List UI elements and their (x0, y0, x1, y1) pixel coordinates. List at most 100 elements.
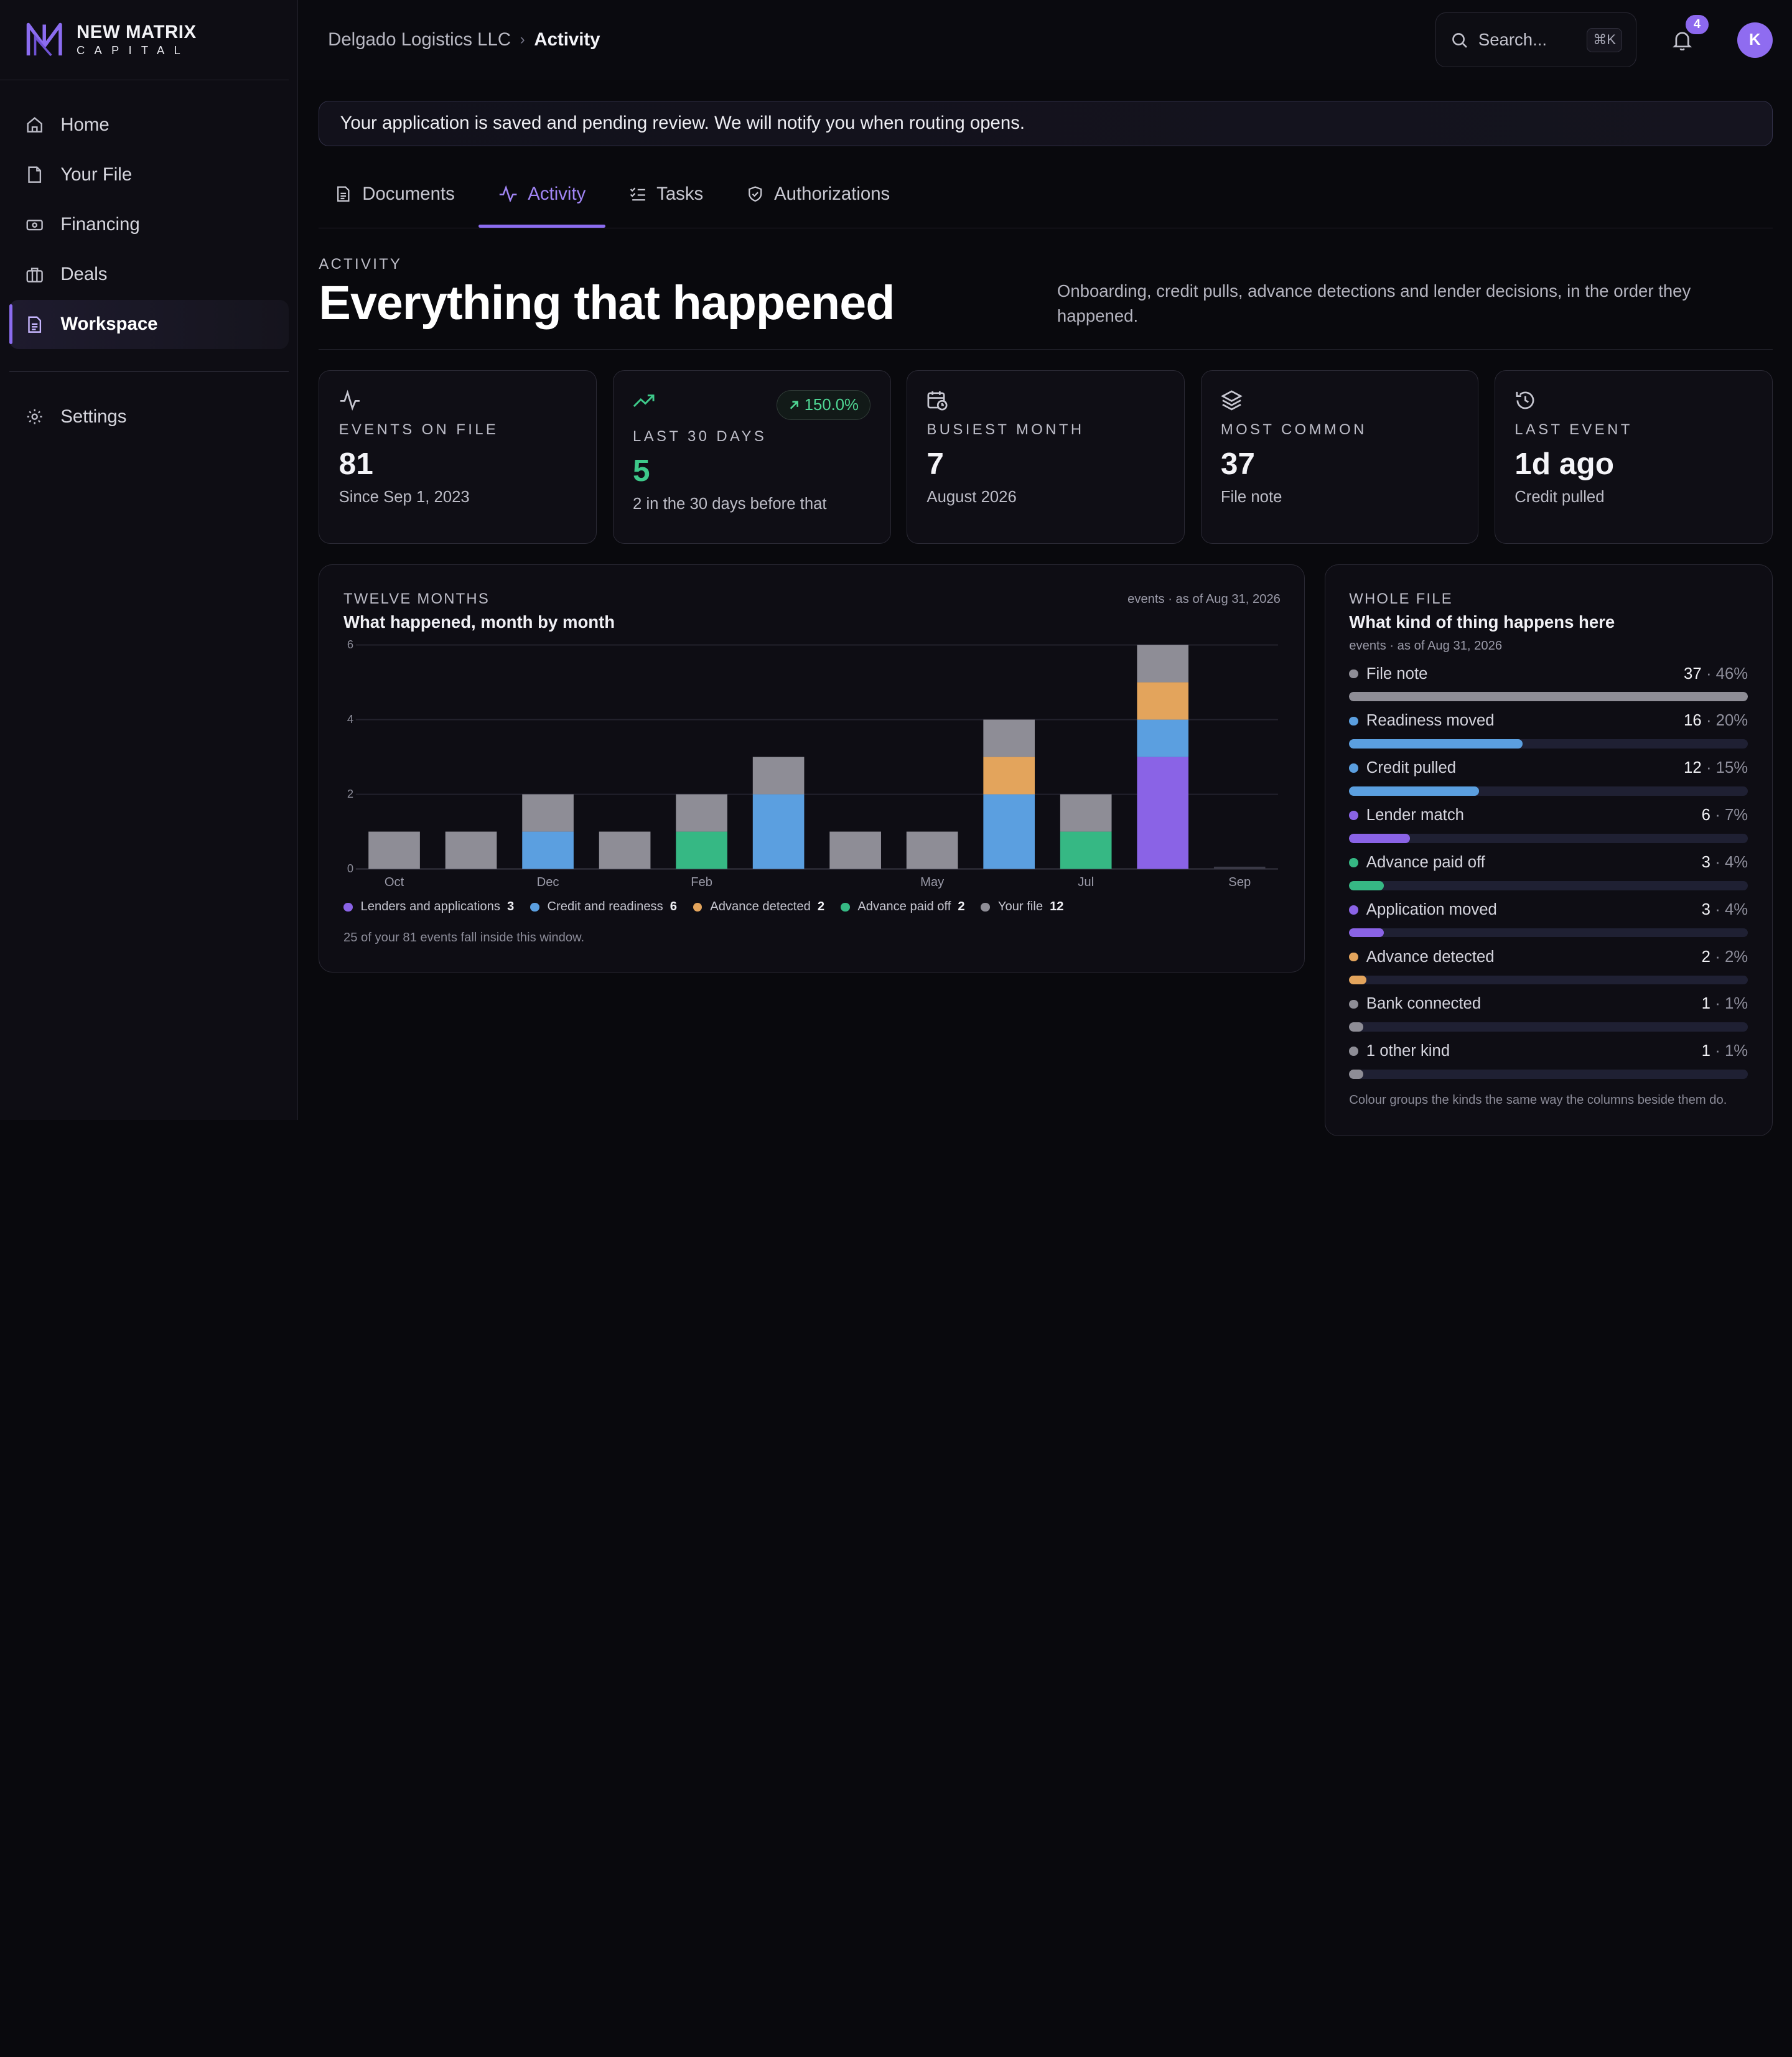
kind-bar-fill (1349, 833, 1410, 843)
stat-value: 1d ago (1514, 445, 1614, 481)
kinds-eyebrow: WHOLE FILE (1349, 590, 1453, 607)
tab-label: Activity (528, 183, 586, 204)
kind-count: 3 (1701, 853, 1710, 871)
sidebar-divider (9, 370, 289, 372)
bar-segment (522, 794, 574, 832)
kind-bar-track (1349, 1070, 1748, 1079)
tab-tasks[interactable]: Tasks (610, 160, 723, 228)
logo-mark-icon (27, 23, 63, 57)
legend-swatch (693, 902, 702, 912)
kind-label: Advance detected (1366, 948, 1495, 966)
notification-count-badge: 4 (1686, 14, 1709, 35)
arrow-up-right-icon (790, 401, 799, 409)
stat-card-most-common: MOST COMMON 37 File note (1200, 370, 1479, 544)
stat-card-busiest-month: BUSIEST MONTH 7 August 2026 (907, 370, 1185, 544)
change-value: 150.0% (804, 396, 859, 414)
bar-segment (829, 831, 882, 869)
kind-swatch (1349, 858, 1358, 867)
bar-segment (1137, 645, 1189, 683)
legend-label: Advance paid off (857, 900, 951, 914)
kind-bar-fill (1349, 692, 1748, 702)
page-eyebrow: ACTIVITY (319, 256, 403, 273)
stat-subtext: 2 in the 30 days before that (633, 495, 827, 513)
stat-label: EVENTS ON FILE (338, 421, 499, 438)
legend-label: Credit and readiness (547, 900, 663, 914)
document-icon (335, 185, 352, 203)
tab-label: Tasks (656, 183, 704, 204)
file-icon (25, 166, 44, 185)
kinds-footnote: Colour groups the kinds the same way the… (1349, 1093, 1727, 1107)
kind-bar-fill (1349, 880, 1384, 890)
kind-count: 1 (1701, 995, 1710, 1013)
kind-count: 37 (1684, 665, 1702, 683)
search-placeholder: Search... (1478, 30, 1547, 50)
bar-segment (368, 831, 421, 869)
x-tick-label: May (921, 875, 945, 889)
tab-documents[interactable]: Documents (335, 160, 474, 228)
kind-row: File note 37 · 46% (1349, 660, 1748, 707)
kind-label: Advance paid off (1366, 853, 1485, 871)
sidebar-item-your-file[interactable]: Your File (9, 151, 289, 200)
legend-count: 2 (958, 900, 965, 914)
kind-bar-fill (1349, 739, 1523, 749)
legend-swatch (840, 902, 850, 912)
bar-segment (753, 794, 805, 869)
kind-percent: · 7% (1715, 806, 1748, 824)
kind-count: 12 (1684, 759, 1702, 777)
search-input[interactable]: Search... ⌘K (1435, 12, 1637, 68)
breadcrumb: Delgado Logistics LLC › Activity (328, 29, 600, 50)
kind-swatch (1349, 669, 1358, 679)
x-tick-label: Jul (1078, 875, 1094, 889)
stat-subtext: Credit pulled (1514, 488, 1605, 506)
sidebar: NEW MATRIX CAPITAL Home Your File (0, 0, 299, 1120)
tab-authorizations[interactable]: Authorizations (727, 160, 910, 228)
activity-page: Your application is saved and pending re… (298, 100, 1792, 1136)
bell-icon (1673, 32, 1692, 50)
sidebar-item-deals[interactable]: Deals (9, 250, 289, 299)
legend-label: Your file (997, 900, 1043, 914)
bar-segment (753, 757, 805, 795)
kinds-list: File note 37 · 46% Readiness moved 16 · 20% Cr… (1349, 660, 1748, 1085)
kinds-title: What kind of thing happens here (1349, 612, 1615, 632)
sidebar-item-settings[interactable]: Settings (9, 393, 289, 442)
kind-row: Bank connected 1 · 1% (1349, 991, 1748, 1038)
kind-count: 2 (1701, 948, 1710, 966)
brand-logo[interactable]: NEW MATRIX CAPITAL (0, 0, 289, 80)
sidebar-item-financing[interactable]: Financing (9, 200, 289, 250)
legend-count: 3 (507, 900, 515, 914)
legend-count: 12 (1050, 900, 1064, 914)
sidebar-item-label: Deals (60, 264, 108, 285)
tab-activity[interactable]: Activity (478, 160, 605, 229)
kind-bar-track (1349, 880, 1748, 890)
bar-segment (983, 719, 1035, 757)
bar-segment (983, 757, 1035, 795)
bar-empty (1214, 867, 1266, 869)
sidebar-item-workspace[interactable]: Workspace (9, 299, 289, 349)
stat-label: LAST 30 DAYS (633, 427, 767, 445)
bar-segment (983, 794, 1035, 869)
home-icon (25, 115, 44, 134)
breadcrumb-parent[interactable]: Delgado Logistics LLC (328, 29, 511, 50)
chart-meta: events · as of Aug 31, 2026 (1127, 592, 1281, 607)
bar-segment (446, 831, 497, 869)
kind-bar-fill (1349, 1022, 1363, 1032)
gear-icon (25, 407, 44, 426)
sidebar-item-home[interactable]: Home (9, 101, 289, 150)
kind-bar-track (1349, 928, 1748, 938)
legend-label: Lenders and applications (360, 900, 500, 914)
activity-icon (498, 185, 518, 203)
kind-bar-track (1349, 833, 1748, 843)
kind-row: Advance detected 2 · 2% (1349, 943, 1748, 991)
kind-label: 1 other kind (1366, 1042, 1450, 1060)
legend-item: Advance paid off 2 (840, 900, 965, 914)
kind-bar-track (1349, 975, 1748, 985)
kind-percent: · 15% (1706, 759, 1748, 777)
y-tick-label: 0 (347, 862, 353, 875)
avatar[interactable]: K (1737, 22, 1773, 58)
notifications-button[interactable]: 4 (1669, 14, 1709, 54)
bar-segment (1060, 794, 1112, 832)
kind-bar-track (1349, 786, 1748, 796)
chevron-right-icon: › (520, 31, 525, 49)
tab-bar: Documents Activity Tasks (319, 160, 1773, 229)
checklist-icon (629, 185, 646, 203)
